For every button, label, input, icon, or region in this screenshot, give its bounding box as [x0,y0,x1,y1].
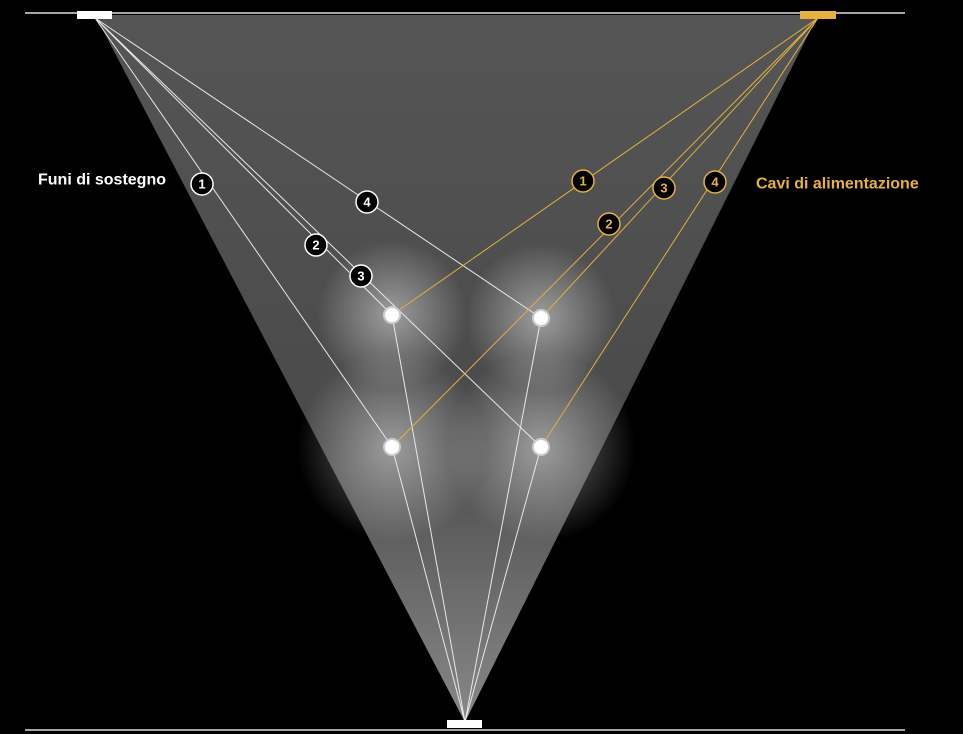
cable [540,17,819,448]
badge-label: 2 [312,238,319,253]
badge-label: 4 [711,175,719,190]
lamps [383,306,550,456]
cable [391,17,819,316]
power-badge: 1 [571,169,595,193]
badge-label: 4 [363,195,371,210]
anchor [800,11,836,19]
power-badge: 2 [597,212,621,236]
lamp [532,438,550,456]
power-lines [391,17,819,448]
cable [94,17,542,448]
support-badge: 3 [349,264,373,288]
cable [94,17,393,316]
support-badge: 1 [190,172,214,196]
lamp [383,306,401,324]
support-title: Funi di sostegno [38,172,166,189]
support-lines [94,17,542,723]
power-title: Cavi di alimentazione [756,176,919,193]
cable [391,314,466,723]
cable [464,446,542,723]
support-badge: 4 [355,190,379,214]
cable [94,17,393,448]
lamp [383,438,401,456]
badge-label: 3 [357,269,364,284]
badge-label: 1 [198,177,205,192]
anchor [447,720,482,728]
badge-label: 1 [579,174,586,189]
power-badge: 3 [652,176,676,200]
badges: 1 2 3 4 1 2 3 4 [190,169,727,288]
cable [391,446,466,723]
cable [94,17,542,319]
badge-label: 3 [660,181,667,196]
cable [464,317,542,723]
power-badge: 4 [703,170,727,194]
anchor [77,11,112,19]
cable [540,17,819,319]
badge-label: 2 [605,217,612,232]
lamp [532,309,550,327]
support-badge: 2 [304,233,328,257]
